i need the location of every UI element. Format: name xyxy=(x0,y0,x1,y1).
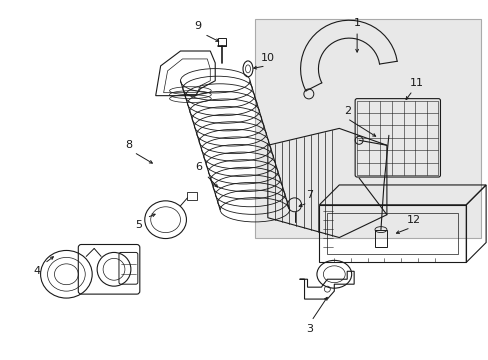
Bar xyxy=(218,38,225,46)
Bar xyxy=(374,230,386,247)
Text: 3: 3 xyxy=(305,324,312,334)
Text: 9: 9 xyxy=(193,21,201,31)
Text: 4: 4 xyxy=(33,266,40,276)
Bar xyxy=(254,19,480,238)
Text: 7: 7 xyxy=(305,190,312,200)
Text: 10: 10 xyxy=(260,53,274,63)
Bar xyxy=(319,205,466,262)
Text: 6: 6 xyxy=(194,162,202,172)
Text: 5: 5 xyxy=(135,220,142,230)
Text: 2: 2 xyxy=(343,105,350,116)
Text: 1: 1 xyxy=(353,18,360,28)
Text: 12: 12 xyxy=(406,215,420,225)
Text: 8: 8 xyxy=(125,140,132,150)
Bar xyxy=(187,192,197,200)
Text: 11: 11 xyxy=(409,78,423,88)
Bar xyxy=(326,213,457,255)
